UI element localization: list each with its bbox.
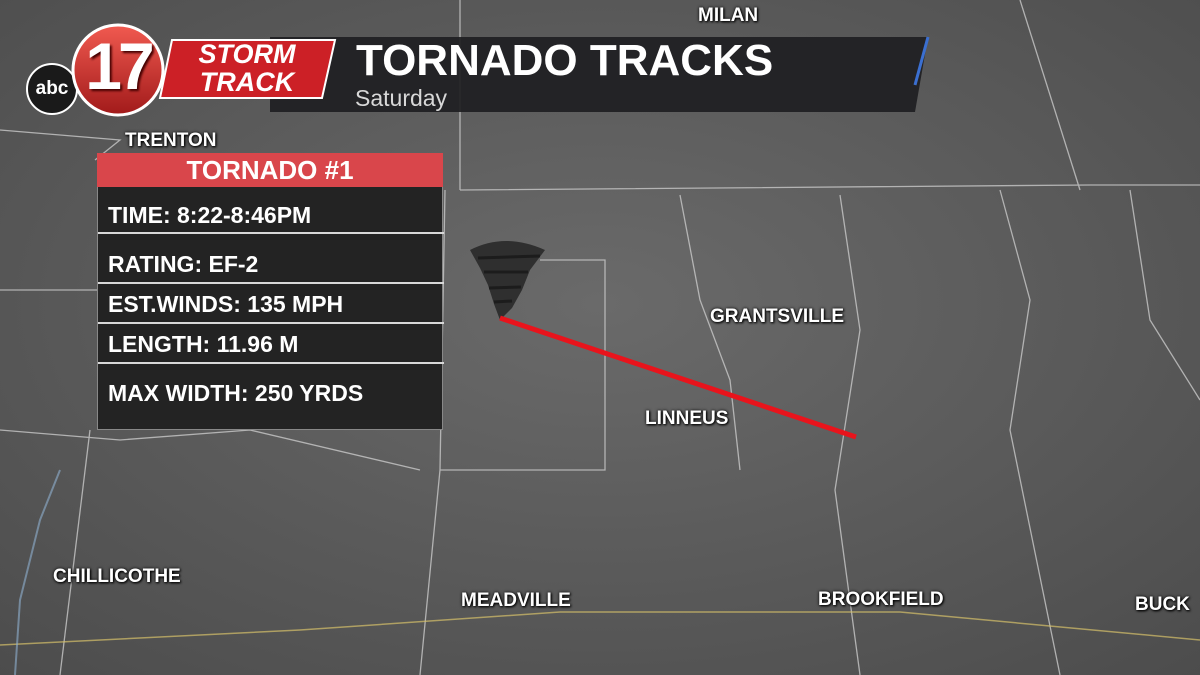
- tornado-track: [499, 315, 857, 440]
- place-label: MILAN: [698, 5, 759, 26]
- place-label: BROOKFIELD: [818, 589, 944, 610]
- panel-row: TIME: 8:22-8:46PM: [108, 202, 312, 228]
- place-label: BUCK: [1135, 594, 1190, 615]
- highway: [0, 611, 1200, 646]
- panel-title: TORNADO #1: [97, 153, 443, 187]
- brand-line: STORM: [198, 39, 296, 69]
- header-accent: [913, 36, 930, 86]
- place-label: MEADVILLE: [461, 590, 571, 611]
- channel-logo: [71, 23, 165, 117]
- brand-box: [158, 39, 337, 99]
- title: TORNADO TRACKS: [356, 36, 774, 85]
- separator: [98, 282, 444, 284]
- info-panel: TORNADO #1 TIME: 8:22-8:46PM RATING: EF-…: [97, 153, 444, 430]
- logo-channel: 17: [85, 29, 154, 103]
- brand: STORM TRACK: [172, 40, 322, 96]
- panel-row: MAX WIDTH: 250 YRDS: [108, 380, 364, 406]
- place-label: TRENTON: [125, 130, 217, 151]
- river: [14, 469, 61, 675]
- separator: [98, 322, 444, 324]
- place-label: CHILLICOTHE: [53, 566, 181, 587]
- place-label: LINNEUS: [645, 408, 729, 429]
- panel-row: LENGTH: 11.96 M: [108, 331, 299, 357]
- separator: [98, 362, 444, 364]
- panel-row: RATING: EF-2: [108, 251, 259, 277]
- panel-row: EST.WINDS: 135 MPH: [108, 291, 344, 317]
- subtitle: Saturday: [355, 85, 448, 111]
- tornado-icon: [470, 241, 545, 320]
- logo-network: abc: [35, 78, 69, 99]
- header-bar: [270, 37, 928, 112]
- separator: [98, 232, 444, 234]
- brand-line: TRACK: [199, 67, 295, 97]
- place-label: GRANTSVILLE: [710, 306, 845, 327]
